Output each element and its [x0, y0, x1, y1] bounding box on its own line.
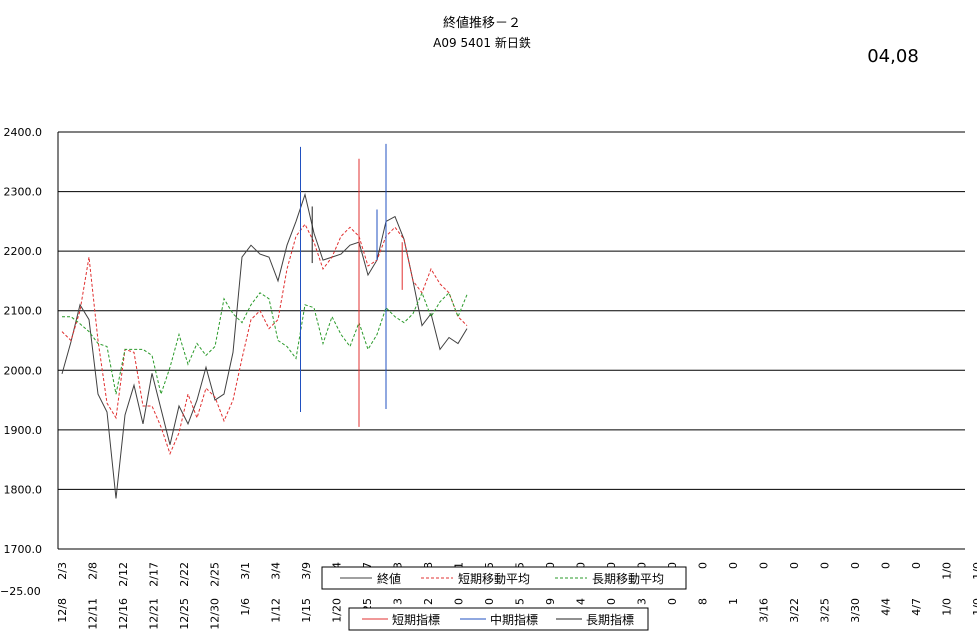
- x-tick-label-top: 0: [880, 562, 893, 569]
- gridlines: [58, 131, 965, 550]
- x-tick-label-top: 5: [483, 562, 496, 569]
- x-tick-label-bottom: 3/22: [788, 598, 801, 623]
- x-tick-label-bottom: 4: [575, 598, 588, 605]
- y-tick-label: 2200.0: [4, 245, 43, 258]
- x-tick-label-top: 0: [636, 562, 649, 569]
- x-tick-label-top: 0: [819, 562, 832, 569]
- x-tick-label-top: 3/4: [270, 562, 283, 580]
- x-tick-label-top: 7: [361, 562, 374, 569]
- y-tick-label: 2300.0: [4, 186, 43, 199]
- y-tick-label: 1700.0: [4, 543, 43, 556]
- y-tick-label: 1800.0: [4, 483, 43, 496]
- x-tick-label-bottom: 4/4: [880, 598, 893, 616]
- x-tick-label-bottom: 1/0: [971, 598, 977, 616]
- legend-long-indicator-label: 長期指標: [586, 612, 634, 627]
- x-tick-label-bottom: 1/6: [239, 598, 252, 616]
- x-tick-label-bottom: 0: [483, 598, 496, 605]
- legend-short-ma-label: 短期移動平均: [458, 572, 530, 586]
- x-tick-label-bottom: 4/7: [910, 598, 923, 616]
- x-tick-label-top: 0: [910, 562, 923, 569]
- x-tick-label-bottom: 1/0: [941, 598, 954, 616]
- indicator-marks: [300, 143, 403, 427]
- x-tick-label-top: 5: [514, 562, 527, 569]
- x-tick-label-bottom: 9: [544, 598, 557, 605]
- y-tick-label: 2100.0: [4, 305, 43, 318]
- x-tick-label-bottom: 3/30: [849, 598, 862, 623]
- x-tick-label-bottom: 12/16: [117, 598, 130, 630]
- x-tick-label-bottom: 1/20: [331, 598, 344, 623]
- x-tick-label-top: 0: [849, 562, 862, 569]
- x-tick-label-top: 8: [422, 562, 435, 569]
- x-tick-label-bottom: 3/16: [758, 598, 771, 623]
- x-tick-label-top: 0: [697, 562, 710, 569]
- x-tick-label-top: 0: [575, 562, 588, 569]
- x-tick-label-top: 2/22: [178, 562, 191, 587]
- y-tick-label: 2000.0: [4, 364, 43, 377]
- x-tick-label-top: 1: [453, 562, 466, 569]
- x-tick-label-bottom: 1/12: [270, 598, 283, 623]
- x-tick-label-top: 3/9: [300, 562, 313, 580]
- x-tick-label-bottom: 8: [697, 598, 710, 605]
- x-tick-label-top: 0: [544, 562, 557, 569]
- x-tick-label-top: 0: [758, 562, 771, 569]
- x-tick-label-bottom: 12/25: [178, 598, 191, 630]
- date-code: 04,08: [867, 46, 919, 67]
- x-tick-label-bottom: 0: [605, 598, 618, 605]
- legend-bottom-box: [348, 607, 649, 631]
- x-tick-label-bottom: 12/11: [87, 598, 100, 630]
- x-tick-label-top: 2/8: [87, 562, 100, 580]
- x-tick-label-bottom: 5: [514, 598, 527, 605]
- legend-top-box: [321, 566, 687, 590]
- x-tick-label-bottom: 3: [636, 598, 649, 605]
- x-tick-label-bottom: 12/30: [209, 598, 222, 630]
- x-tick-label-bottom: 12/21: [148, 598, 161, 630]
- y-tick-label: 2400.0: [4, 126, 43, 139]
- x-tick-label-bottom: 1: [727, 598, 740, 605]
- x-tick-label-top: 0: [727, 562, 740, 569]
- x-tick-label-top: 3/1: [239, 562, 252, 580]
- x-tick-label-bottom: 2: [422, 598, 435, 605]
- series-line-2: [62, 291, 468, 396]
- x-tick-label-bottom: 3/25: [819, 598, 832, 623]
- x-tick-label-bottom: 12/8: [56, 598, 69, 623]
- x-tick-label-top: 0: [605, 562, 618, 569]
- x-tick-label-top: 2/17: [148, 562, 161, 587]
- series-lines: [61, 192, 468, 499]
- y-axis: 1700.0 1800.0 1900.0 2000.0 2100.0 2200.0 2300…: [4, 126, 59, 556]
- x-tick-label-top: 2/25: [209, 562, 222, 587]
- chart-subtitle: A09 5401 新日鉄: [433, 35, 531, 50]
- x-tick-label-bottom: 0: [453, 598, 466, 605]
- legend-top: 終値 短期移動平均 長期移動平均: [321, 566, 687, 590]
- y-tick-label: 1900.0: [4, 424, 43, 437]
- x-tick-label-top: 0: [666, 562, 679, 569]
- x-tick-label-bottom: 0: [666, 598, 679, 605]
- legend-mid-indicator-label: 中期指標: [490, 612, 538, 627]
- series-line-0: [61, 192, 468, 499]
- chart-title: 終値推移－２: [443, 15, 521, 31]
- legend-bottom: 短期指標 中期指標 長期指標: [348, 607, 649, 631]
- series-line-1: [61, 223, 468, 456]
- x-tick-label-top: 1/0: [971, 562, 977, 580]
- x-tick-label-top: 2/3: [56, 562, 69, 580]
- legend-short-indicator-label: 短期指標: [392, 612, 440, 627]
- x-tick-label-top: 1/0: [941, 562, 954, 580]
- stray-tick-label: −25.00: [0, 585, 41, 598]
- x-tick-label-bottom: 3: [392, 598, 405, 605]
- x-tick-label-top: 0: [788, 562, 801, 569]
- legend-long-ma-label: 長期移動平均: [592, 572, 664, 586]
- legend-close-label: 終値: [377, 571, 401, 586]
- x-tick-label-bottom: 1/15: [300, 598, 313, 623]
- x-tick-label-top: 2/12: [117, 562, 130, 587]
- x-tick-label-top: 3: [392, 562, 405, 569]
